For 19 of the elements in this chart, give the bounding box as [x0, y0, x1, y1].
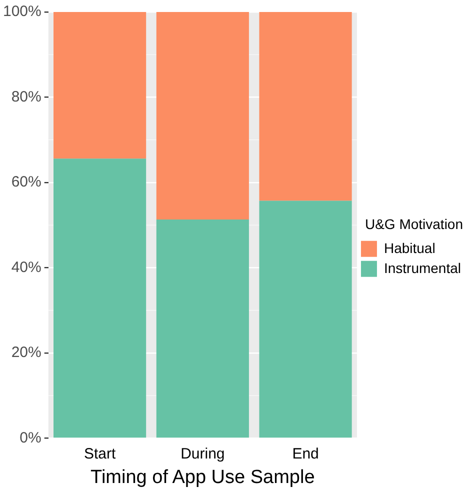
x-tick-label: End: [292, 445, 319, 462]
bar: [156, 220, 249, 438]
y-tick-label: 60%: [11, 174, 42, 191]
bar: [54, 12, 146, 159]
y-tick-label: 0%: [20, 429, 42, 446]
y-tick-label: 80%: [11, 88, 42, 106]
bar: [259, 200, 352, 438]
y-tick-label: 40%: [11, 258, 42, 276]
x-axis-title: Timing of App Use Sample: [90, 466, 315, 488]
x-tick-label: During: [180, 445, 225, 462]
y-tick-label: 100%: [2, 3, 42, 20]
y-tick-label: 20%: [11, 344, 42, 362]
legend-label: Instrumental: [384, 260, 462, 276]
bar: [259, 12, 352, 201]
x-tick-label: Start: [84, 445, 116, 462]
legend-title: U&G Motivation: [364, 216, 464, 232]
bar: [54, 158, 146, 438]
legend-label: Habitual: [384, 240, 436, 256]
bar: [156, 12, 249, 220]
